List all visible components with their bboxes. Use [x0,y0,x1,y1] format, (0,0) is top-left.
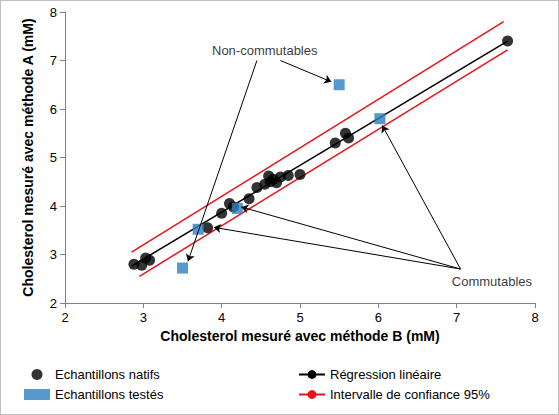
svg-text:5: 5 [296,310,303,325]
svg-text:Régression linéaire: Régression linéaire [330,367,441,382]
svg-text:6: 6 [50,102,57,117]
svg-text:8: 8 [50,5,57,20]
svg-text:Commutables: Commutables [452,274,533,289]
svg-text:2: 2 [50,296,57,311]
svg-text:3: 3 [140,310,147,325]
svg-text:5: 5 [50,150,57,165]
svg-text:Non-commutables: Non-commutables [212,43,318,58]
svg-text:4: 4 [50,199,57,214]
svg-text:Cholesterol mesuré avec méthod: Cholesterol mesuré avec méthode A (mM) [20,18,36,296]
svg-text:Echantillons testés: Echantillons testés [55,387,164,402]
svg-text:7: 7 [50,53,57,68]
svg-text:6: 6 [375,310,382,325]
svg-text:8: 8 [531,310,538,325]
svg-text:Echantillons natifs: Echantillons natifs [55,367,160,382]
svg-text:7: 7 [453,310,460,325]
svg-text:2: 2 [61,310,68,325]
svg-text:4: 4 [218,310,225,325]
svg-text:3: 3 [50,247,57,262]
svg-text:Cholesterol mesuré avec méthod: Cholesterol mesuré avec méthode B (mM) [160,328,439,344]
svg-text:Intervalle de confiance 95%: Intervalle de confiance 95% [330,387,490,402]
